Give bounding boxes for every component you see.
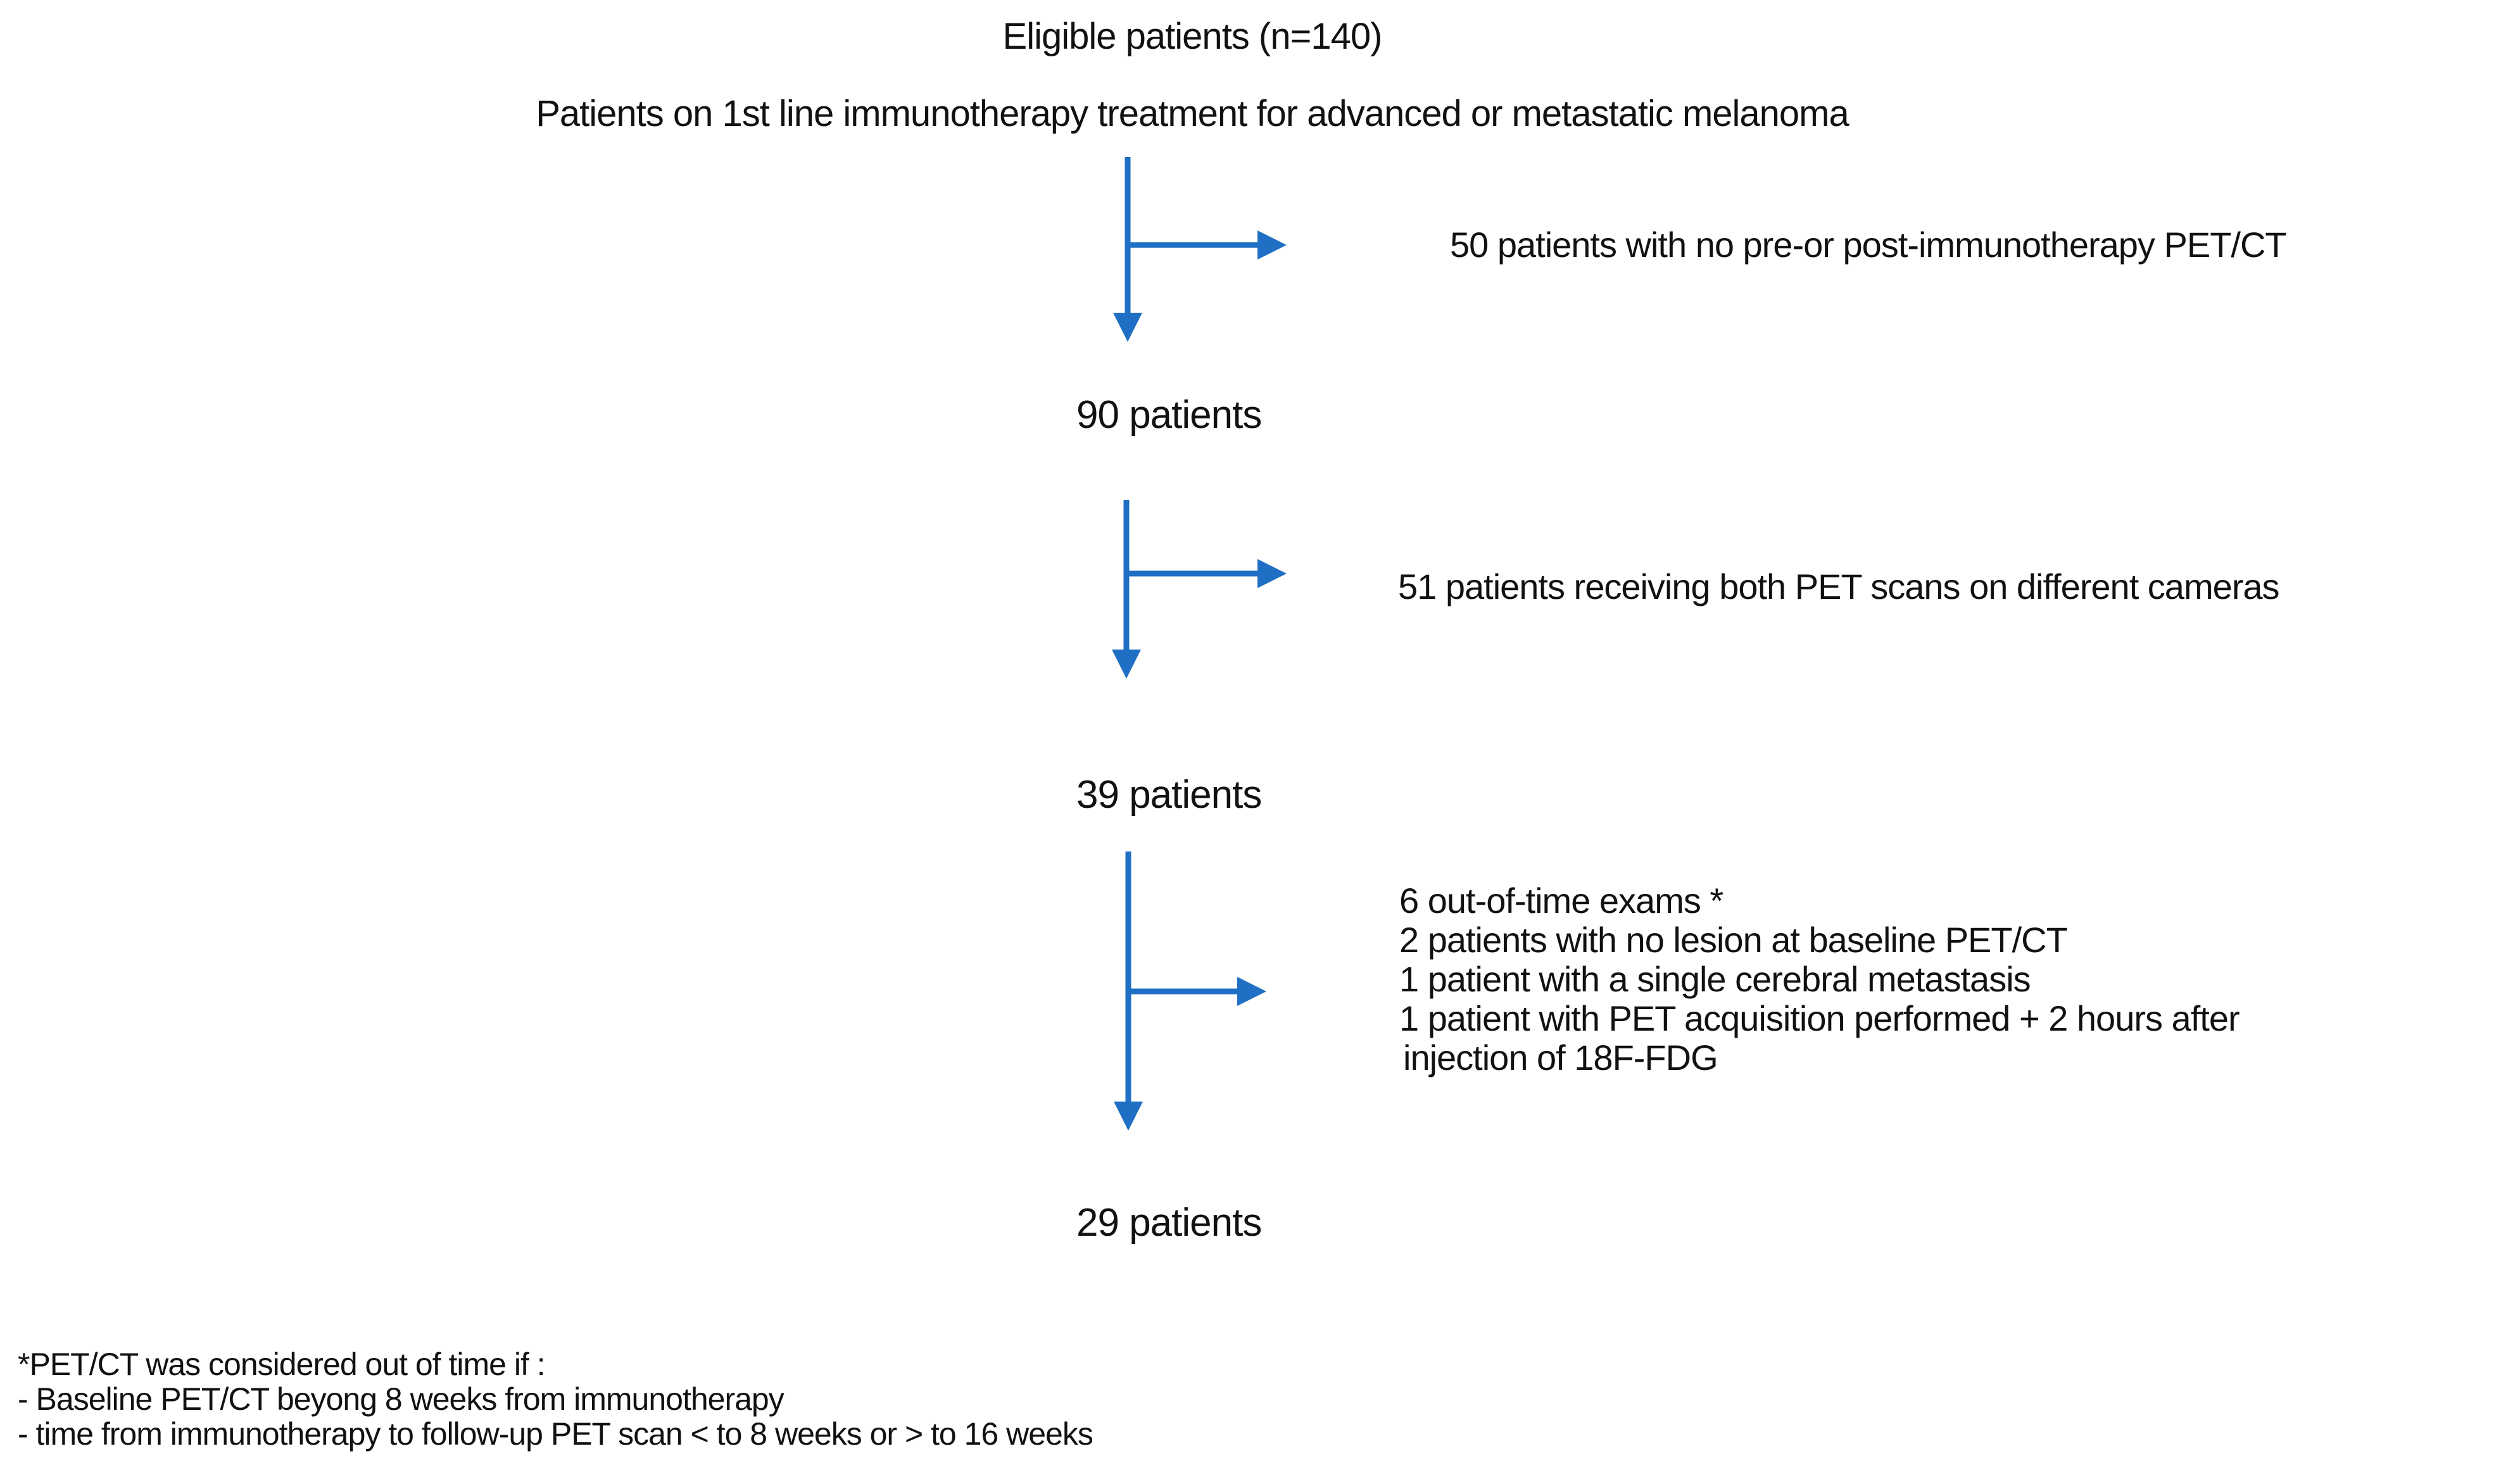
exclusion-3-line-2: 2 patients with no lesion at baseline PE… [1399,920,2068,960]
exclusion-2-text: 51 patients receiving both PET scans on … [1398,567,2280,606]
right-arrowhead-icon [1257,230,1287,260]
node-29-patients: 29 patients [1076,1201,1262,1245]
node-39-patients: 39 patients [1076,773,1262,817]
exclusion-3-line-4: 1 patient with PET acquisition performed… [1399,998,2240,1038]
exclusion-1-text: 50 patients with no pre-or post-immunoth… [1450,225,2287,265]
exclusion-3-text: 6 out-of-time exams * 2 patients with no… [1399,881,2240,1077]
exclusion-3-line-1: 6 out-of-time exams * [1399,881,1723,920]
right-arrowhead-icon [1257,559,1287,588]
footnote-line-3: - time from immunotherapy to follow-up P… [18,1416,1093,1452]
exclusion-3-line-3: 1 patient with a single cerebral metasta… [1399,959,2031,999]
down-arrowhead-icon [1114,1102,1143,1131]
node-90-patients: 90 patients [1076,393,1262,437]
footnote-line-1: *PET/CT was considered out of time if : [18,1347,546,1382]
exclusion-3-line-5: injection of 18F-FDG [1403,1038,1718,1077]
down-arrowhead-icon [1112,650,1141,679]
right-arrowhead-icon [1237,977,1266,1006]
footnote-line-2: - Baseline PET/CT beyong 8 weeks from im… [18,1381,784,1417]
arrow-segment-1 [1113,157,1287,342]
arrow-segment-2 [1112,500,1287,679]
down-arrowhead-icon [1113,313,1142,342]
arrow-segment-3 [1114,851,1266,1131]
title-population-description: Patients on 1st line immunotherapy treat… [536,93,1849,134]
footnote: *PET/CT was considered out of time if : … [18,1347,1093,1452]
title-eligible-patients: Eligible patients (n=140) [1002,16,1383,57]
